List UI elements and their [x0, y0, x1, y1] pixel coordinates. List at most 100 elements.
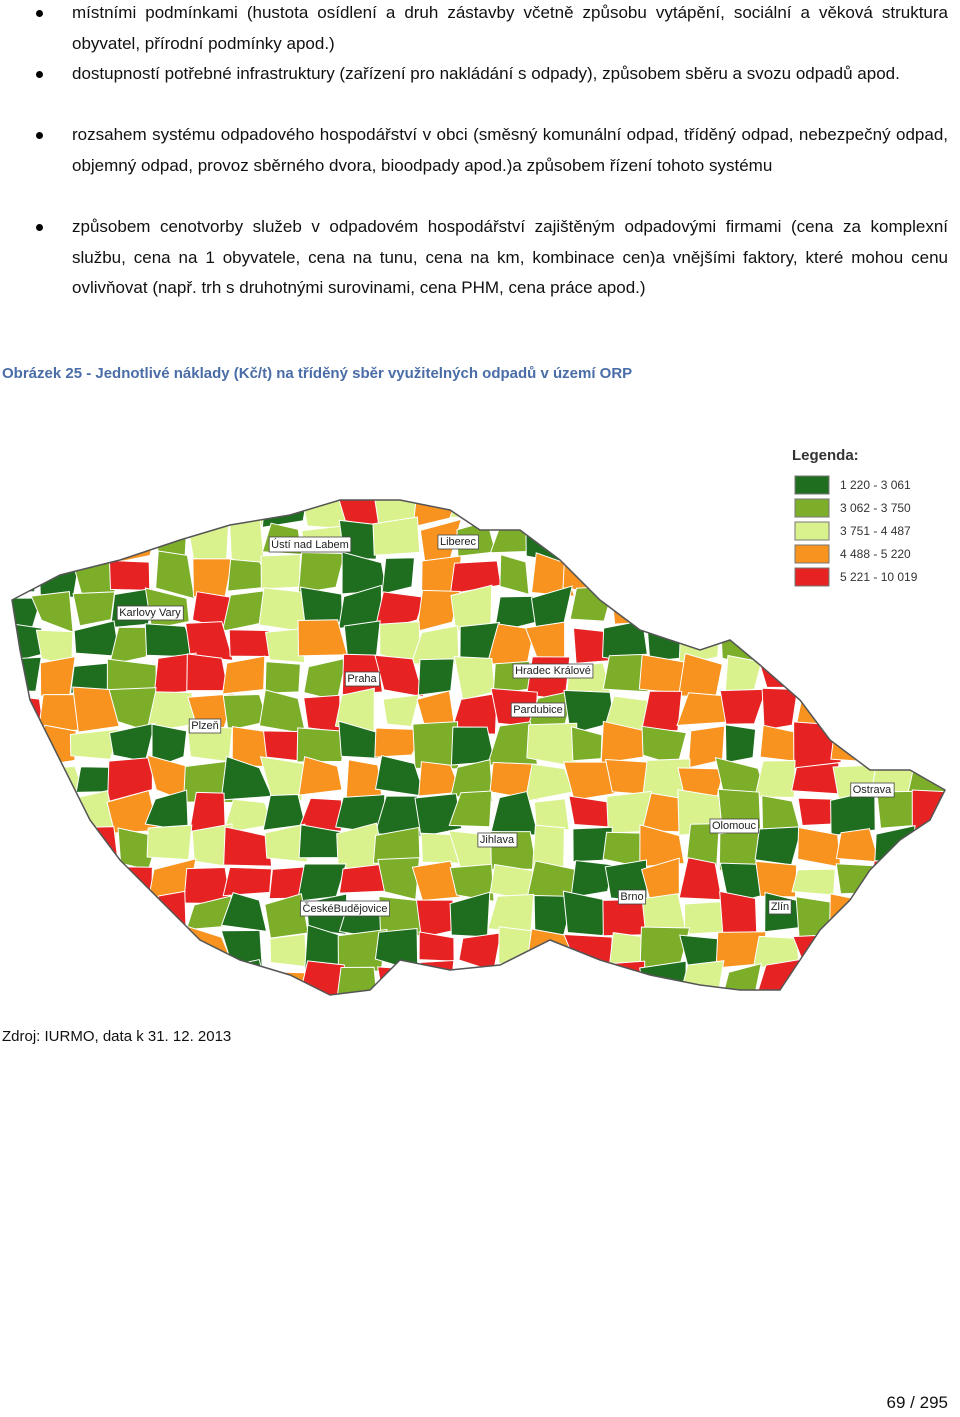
district [264, 661, 301, 694]
district [12, 552, 41, 593]
district [264, 823, 308, 863]
district [527, 959, 574, 995]
district [489, 761, 539, 802]
district [381, 557, 416, 595]
district [835, 828, 880, 863]
district [338, 720, 385, 759]
district [453, 656, 496, 701]
district [679, 993, 718, 995]
district [296, 727, 347, 763]
district [31, 823, 83, 865]
district [718, 516, 760, 558]
city-label: Zlín [771, 901, 789, 913]
district [146, 824, 193, 861]
district [457, 997, 492, 1020]
district [724, 654, 763, 700]
district [450, 726, 496, 766]
district [30, 766, 84, 801]
district [258, 689, 307, 735]
district [191, 823, 233, 868]
district [70, 927, 117, 973]
district [907, 933, 945, 973]
district [951, 928, 960, 968]
district [601, 500, 644, 530]
legend-swatch [794, 475, 830, 495]
district [867, 652, 916, 702]
district [155, 550, 196, 600]
district [913, 723, 945, 763]
district [38, 796, 77, 834]
district [946, 665, 960, 693]
district [376, 966, 425, 995]
district [187, 959, 231, 995]
district [222, 866, 273, 897]
district [724, 724, 757, 764]
district [754, 624, 801, 663]
city-label: Karlovy Vary [119, 607, 181, 619]
district [38, 560, 80, 598]
city-label-box [709, 818, 759, 834]
city-label-box [512, 663, 594, 679]
district [113, 996, 153, 1020]
district [867, 962, 913, 995]
district [498, 926, 535, 964]
district [721, 962, 762, 995]
district [71, 894, 119, 937]
district [260, 553, 302, 590]
district [905, 500, 945, 526]
city-label-box [617, 889, 647, 905]
district [906, 521, 945, 553]
district [950, 861, 960, 891]
district [108, 520, 160, 565]
district [527, 500, 575, 519]
district [954, 727, 960, 769]
district [947, 964, 960, 1004]
district [946, 627, 960, 660]
city-label-box [477, 832, 518, 848]
district [906, 998, 956, 1020]
district [449, 863, 495, 902]
district [72, 591, 116, 627]
district [831, 963, 880, 995]
district [602, 653, 649, 693]
district [374, 755, 426, 798]
district [261, 500, 310, 529]
district [264, 628, 306, 664]
district [754, 594, 803, 628]
district [187, 518, 230, 564]
district [72, 686, 120, 733]
district [794, 654, 833, 697]
city-label: Jihlava [480, 834, 515, 846]
legend-swatch [794, 544, 830, 564]
district [418, 931, 455, 962]
district [12, 789, 46, 831]
district [12, 926, 37, 972]
district [382, 694, 420, 728]
district [259, 756, 305, 802]
district [715, 556, 763, 592]
city-label-box [510, 702, 566, 718]
bullet [36, 71, 43, 78]
district [12, 897, 36, 934]
city-label-box [437, 534, 479, 550]
district [297, 551, 346, 594]
district [12, 656, 42, 692]
district [866, 925, 916, 973]
legend-label: 1 220 - 3 061 [840, 478, 911, 492]
district [606, 523, 653, 562]
district [417, 658, 455, 696]
district [377, 857, 420, 901]
bullet [36, 132, 43, 139]
page-number: 69 / 295 [886, 1393, 948, 1412]
district [874, 731, 920, 767]
city-label-box [188, 718, 222, 734]
city-label: Liberec [440, 536, 477, 548]
district [33, 961, 79, 995]
district [868, 993, 915, 995]
district [411, 860, 461, 902]
district [412, 500, 461, 528]
district [830, 936, 876, 966]
district [906, 828, 945, 871]
district [411, 996, 457, 1020]
district [761, 687, 799, 731]
